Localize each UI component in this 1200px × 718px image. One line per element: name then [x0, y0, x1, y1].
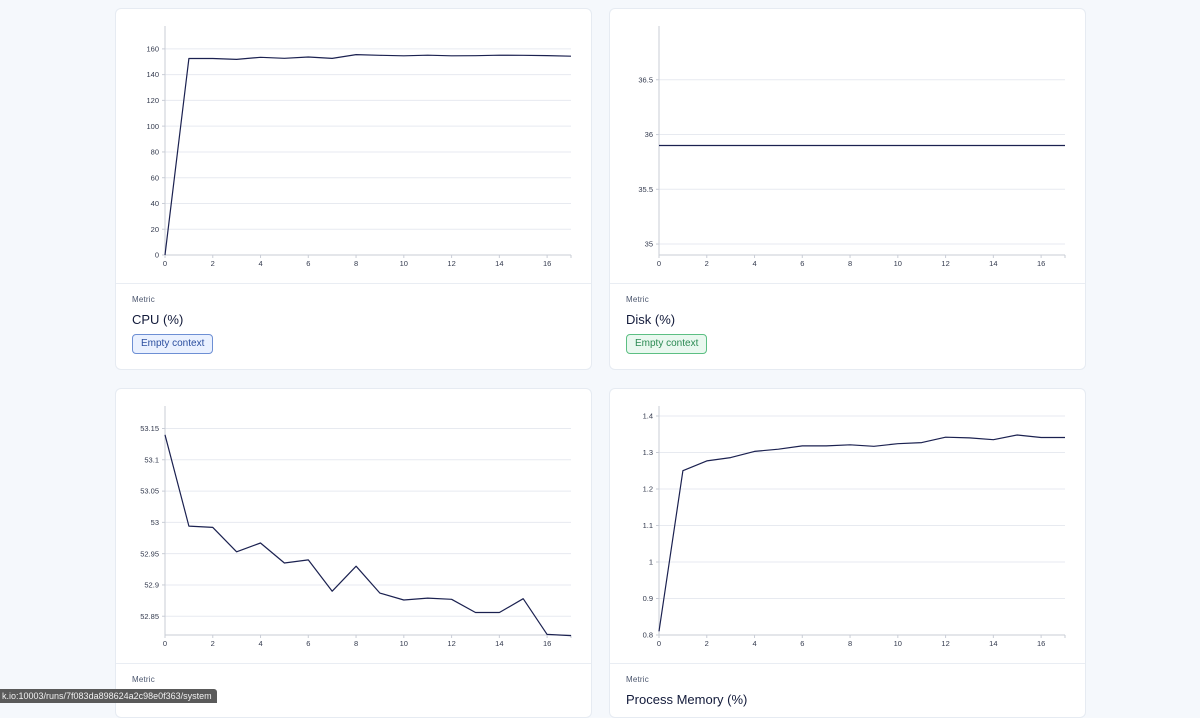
metric-title: CPU (%) [132, 312, 184, 327]
x-tick-label: 16 [543, 639, 551, 648]
x-tick-label: 14 [989, 259, 997, 268]
x-tick-label: 12 [941, 259, 949, 268]
y-tick-label: 35 [645, 240, 653, 249]
y-tick-label: 36.5 [638, 75, 653, 84]
x-tick-label: 6 [800, 259, 804, 268]
x-tick-label: 10 [400, 259, 408, 268]
x-tick-label: 8 [354, 639, 358, 648]
context-badge[interactable]: Empty context [132, 334, 214, 354]
y-tick-label: 100 [146, 122, 159, 131]
x-tick-label: 2 [705, 639, 709, 648]
metric-label: Metric [626, 295, 649, 304]
x-tick-label: 12 [447, 259, 455, 268]
cpu-metric-card: 0 20 40 60 80 100 120 140 160 0 2 4 6 8 10 12 14 16 Metri… [115, 8, 592, 370]
x-tick-label: 8 [354, 259, 358, 268]
card-meta: Metric [132, 675, 155, 692]
memory-line-chart: 52.85 52.9 52.95 53 53.05 53.1 53.15 0 2 4 6 8 10 12 1… [116, 389, 591, 663]
y-tick-label: 40 [151, 199, 159, 208]
memory-metric-card: 52.85 52.9 52.95 53 53.05 53.1 53.15 0 2 4 6 8 10 12 1… [115, 388, 592, 718]
y-tick-label: 1 [649, 558, 653, 567]
card-meta: Metric CPU (%) Empty context [132, 295, 214, 354]
y-tick-label: 52.85 [140, 612, 159, 621]
process-memory-line-chart: 0.8 0.9 1 1.1 1.2 1.3 1.4 0 2 4 6 8 10 12 14 16 [610, 389, 1085, 663]
y-tick-label: 1.2 [643, 485, 653, 494]
process-memory-metric-card: 0.8 0.9 1 1.1 1.2 1.3 1.4 0 2 4 6 8 10 12 14 16 Metric … [609, 388, 1086, 718]
metric-label: Metric [132, 675, 155, 684]
x-tick-label: 16 [543, 259, 551, 268]
y-tick-label: 1.1 [643, 521, 653, 530]
disk-line-chart: 35 35.5 36 36.5 0 2 4 6 8 10 12 14 16 [610, 9, 1085, 283]
x-tick-label: 4 [258, 259, 262, 268]
disk-chart-svg: 35 35.5 36 36.5 0 2 4 6 8 10 12 14 16 [638, 26, 1066, 268]
context-badge[interactable]: Empty context [626, 334, 708, 354]
x-tick-label: 2 [705, 259, 709, 268]
x-tick-label: 0 [657, 259, 661, 268]
metric-label: Metric [626, 675, 649, 684]
x-tick-label: 14 [495, 639, 503, 648]
x-tick-label: 10 [400, 639, 408, 648]
x-tick-label: 6 [306, 259, 310, 268]
card-divider [610, 663, 1085, 664]
cpu-line-chart: 0 20 40 60 80 100 120 140 160 0 2 4 6 8 10 12 14 16 [116, 9, 591, 283]
y-tick-label: 160 [146, 44, 159, 53]
x-tick-label: 2 [211, 259, 215, 268]
card-meta: Metric Disk (%) Empty context [626, 295, 708, 354]
y-tick-label: 0 [155, 251, 159, 260]
y-tick-label: 53.1 [144, 455, 159, 464]
y-tick-label: 52.9 [144, 581, 159, 590]
x-tick-label: 14 [989, 639, 997, 648]
y-tick-label: 53.15 [140, 424, 159, 433]
y-tick-label: 1.3 [643, 448, 653, 457]
metric-title: Process Memory (%) [626, 692, 748, 707]
x-tick-label: 6 [800, 639, 804, 648]
metric-title: Disk (%) [626, 312, 676, 327]
process-memory-chart-svg: 0.8 0.9 1 1.1 1.2 1.3 1.4 0 2 4 6 8 10 12 14 16 [643, 406, 1066, 648]
x-tick-label: 16 [1037, 259, 1045, 268]
y-tick-label: 52.95 [140, 549, 159, 558]
y-tick-label: 36 [645, 130, 653, 139]
cpu-chart-svg: 0 20 40 60 80 100 120 140 160 0 2 4 6 8 10 12 14 16 [146, 26, 572, 268]
card-divider [610, 283, 1085, 284]
y-tick-label: 140 [146, 70, 159, 79]
x-tick-label: 10 [894, 639, 902, 648]
x-tick-label: 2 [211, 639, 215, 648]
y-tick-label: 53.05 [140, 487, 159, 496]
y-tick-label: 1.4 [643, 412, 653, 421]
x-tick-label: 4 [752, 639, 756, 648]
x-tick-label: 16 [1037, 639, 1045, 648]
x-tick-label: 14 [495, 259, 503, 268]
memory-chart-svg: 52.85 52.9 52.95 53 53.05 53.1 53.15 0 2 4 6 8 10 12 1… [140, 406, 572, 648]
y-tick-label: 60 [151, 173, 159, 182]
series-line [658, 434, 1065, 632]
x-tick-label: 8 [848, 259, 852, 268]
x-tick-label: 0 [657, 639, 661, 648]
x-tick-label: 4 [258, 639, 262, 648]
series-line [164, 434, 572, 637]
metric-label: Metric [132, 295, 155, 304]
card-divider [116, 283, 591, 284]
x-tick-label: 0 [163, 259, 167, 268]
y-tick-label: 53 [151, 518, 159, 527]
y-tick-label: 35.5 [638, 185, 653, 194]
series-line [164, 53, 572, 256]
y-tick-label: 20 [151, 225, 159, 234]
x-tick-label: 12 [941, 639, 949, 648]
disk-metric-card: 35 35.5 36 36.5 0 2 4 6 8 10 12 14 16 Metric Disk (%… [609, 8, 1086, 370]
y-tick-label: 0.9 [643, 594, 653, 603]
x-tick-label: 0 [163, 639, 167, 648]
y-tick-label: 0.8 [643, 631, 653, 640]
y-tick-label: 120 [146, 96, 159, 105]
x-tick-label: 6 [306, 639, 310, 648]
x-tick-label: 4 [752, 259, 756, 268]
link-preview-status-bar: k.io:10003/runs/7f083da898624a2c98e0f363… [0, 689, 217, 703]
x-tick-label: 8 [848, 639, 852, 648]
y-tick-label: 80 [151, 148, 159, 157]
x-tick-label: 12 [447, 639, 455, 648]
card-divider [116, 663, 591, 664]
x-tick-label: 10 [894, 259, 902, 268]
card-meta: Metric Process Memory (%) [626, 675, 747, 707]
